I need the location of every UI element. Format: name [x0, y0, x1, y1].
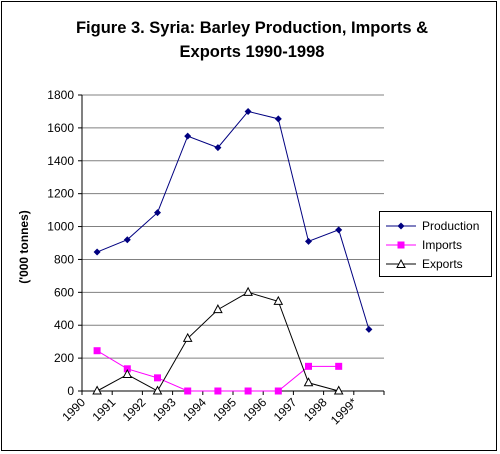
data-point-production — [365, 325, 373, 333]
data-point-imports — [274, 387, 282, 395]
y-tick-label: 200 — [54, 351, 74, 365]
legend-label-imports: Imports — [422, 237, 463, 252]
y-tick-label: 1400 — [47, 154, 74, 168]
legend: Production Imports Exports — [379, 211, 492, 277]
legend-label-production: Production — [422, 218, 480, 233]
x-tick-label: 1993 — [150, 395, 179, 424]
series-production — [93, 107, 373, 333]
data-point-production — [214, 144, 222, 152]
data-point-production — [274, 115, 282, 123]
data-point-production — [244, 107, 252, 115]
data-point-imports — [214, 387, 222, 395]
chart-title: Figure 3. Syria: Barley Production, Impo… — [42, 16, 462, 64]
data-point-production — [305, 237, 312, 245]
x-tick-label: 1992 — [120, 395, 149, 424]
series-exports — [92, 286, 344, 395]
x-tick-label: 1991 — [90, 395, 119, 424]
y-tick-label: 1000 — [47, 220, 74, 234]
data-point-production — [335, 226, 343, 234]
legend-swatch-exports — [386, 258, 416, 268]
data-point-production — [184, 132, 192, 140]
chart-title-line-2: Exports 1990-1998 — [179, 43, 325, 61]
data-point-exports — [273, 295, 284, 305]
data-point-production — [154, 209, 161, 217]
legend-label-exports: Exports — [422, 256, 463, 271]
x-tick-label: 1994 — [180, 395, 209, 424]
plot-area — [82, 95, 384, 391]
y-tick-label: 1800 — [47, 88, 74, 102]
data-point-exports — [213, 304, 223, 314]
y-tick-label: 0 — [67, 384, 74, 398]
legend-swatch-imports — [386, 241, 416, 248]
x-tick-label: 1999* — [328, 395, 360, 427]
x-tick-label: 1997 — [271, 395, 300, 424]
y-tick-label: 800 — [54, 252, 74, 266]
x-tick-label: 1990 — [59, 395, 88, 424]
data-point-exports — [92, 385, 102, 395]
chart-title-line-1: Figure 3. Syria: Barley Production, Impo… — [75, 19, 429, 37]
data-point-imports — [123, 365, 131, 373]
data-point-imports — [184, 387, 192, 395]
data-point-production — [93, 248, 101, 256]
data-point-imports — [154, 374, 161, 382]
legend-item-imports: Imports — [380, 235, 491, 254]
data-point-exports — [333, 385, 344, 395]
data-point-production — [123, 236, 131, 244]
data-point-exports — [303, 377, 314, 387]
data-point-exports — [152, 385, 163, 395]
y-axis-label: ('000 tonnes) — [17, 210, 31, 284]
data-point-exports — [243, 286, 253, 296]
data-point-imports — [335, 362, 343, 370]
series-imports — [93, 347, 343, 395]
y-tick-label: 1600 — [47, 121, 74, 135]
legend-item-exports: Exports — [380, 254, 491, 273]
legend-item-production: Production — [380, 216, 491, 235]
x-tick-label: 1995 — [210, 395, 239, 424]
data-point-imports — [305, 362, 312, 370]
data-point-exports — [182, 332, 193, 342]
y-tick-label: 400 — [54, 318, 74, 332]
y-tick-label: 1200 — [47, 187, 74, 201]
y-tick-label: 600 — [54, 285, 74, 299]
legend-swatch-production — [386, 222, 416, 229]
data-point-imports — [93, 347, 101, 355]
data-point-exports — [122, 368, 133, 379]
x-tick-label: 1996 — [241, 395, 270, 424]
data-point-imports — [244, 387, 252, 395]
x-tick-label: 1998 — [301, 395, 330, 424]
series-line-production — [96, 110, 370, 330]
